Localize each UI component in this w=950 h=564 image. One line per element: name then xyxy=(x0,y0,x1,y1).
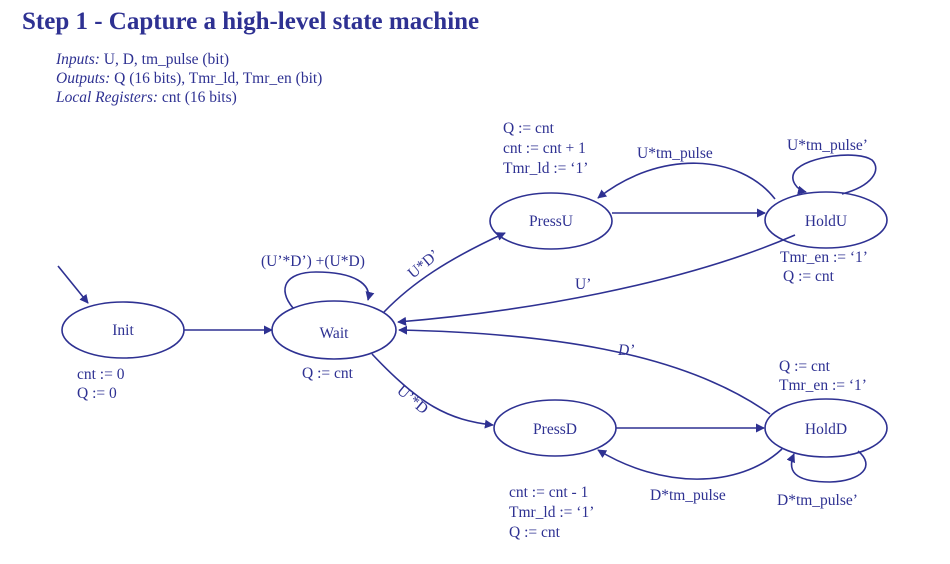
holdd-wait-condition: D’ xyxy=(617,342,634,359)
edge-holdd-self xyxy=(786,450,867,483)
locals-value: cnt (16 bits) xyxy=(161,89,237,106)
edge-holdd-pressd xyxy=(597,448,783,480)
state-wait-label: Wait xyxy=(320,325,350,342)
page-title: Step 1 - Capture a high-level state mach… xyxy=(22,8,480,35)
init-action-2: Q := 0 xyxy=(77,385,117,402)
wait-pressd-condition: U’*D xyxy=(393,382,431,418)
inputs-label: Inputs: xyxy=(56,51,100,68)
inputs-value: U, D, tm_pulse (bit) xyxy=(103,51,230,68)
pressu-action-3: Tmr_ld := ‘1’ xyxy=(503,160,588,177)
state-holdu-label: HoldU xyxy=(805,213,847,230)
state-pressu-label: PressU xyxy=(529,213,573,230)
holdu-action-1: Tmr_en := ‘1’ xyxy=(780,249,868,266)
holdu-pressu-condition: U*tm_pulse xyxy=(637,145,713,162)
io-declarations: Inputs: U, D, tm_pulse (bit) Outputs: Q … xyxy=(56,50,322,107)
holdd-self-condition: D*tm_pulse’ xyxy=(777,492,858,509)
pressu-action-2: cnt := cnt + 1 xyxy=(503,140,586,157)
state-init-label: Init xyxy=(112,322,134,339)
holdu-action-2: Q := cnt xyxy=(783,268,835,285)
edge-holdu-wait xyxy=(397,234,796,326)
holdu-wait-condition: U’ xyxy=(575,276,591,293)
edge-wait-self xyxy=(284,271,375,309)
state-pressd-label: PressD xyxy=(533,421,577,438)
wait-pressu-condition: U*D’ xyxy=(405,246,443,282)
outputs-value: Q (16 bits), Tmr_ld, Tmr_en (bit) xyxy=(114,70,323,87)
locals-line: Local Registers: cnt (16 bits) xyxy=(56,88,322,107)
edge-wait-pressu xyxy=(383,232,506,313)
state-pressu xyxy=(489,192,613,250)
wait-action-1: Q := cnt xyxy=(302,365,354,382)
edge-wait-pressd xyxy=(371,353,494,429)
state-holdd xyxy=(764,398,888,458)
pressu-action-1: Q := cnt xyxy=(503,120,555,137)
locals-label: Local Registers: xyxy=(56,89,159,106)
holdd-pressd-condition: D*tm_pulse xyxy=(650,487,726,504)
outputs-line: Outputs: Q (16 bits), Tmr_ld, Tmr_en (bi… xyxy=(56,69,322,88)
holdd-action-2: Tmr_en := ‘1’ xyxy=(779,377,867,394)
holdd-action-1: Q := cnt xyxy=(779,358,831,375)
wait-self-condition: (U’*D’) +(U*D) xyxy=(261,253,365,270)
pressd-action-3: Q := cnt xyxy=(509,524,561,541)
inputs-line: Inputs: U, D, tm_pulse (bit) xyxy=(56,50,322,69)
holdu-self-condition: U*tm_pulse’ xyxy=(787,137,868,154)
outputs-label: Outputs: xyxy=(56,70,111,87)
edge-holdu-pressu xyxy=(597,162,776,200)
init-action-1: cnt := 0 xyxy=(77,366,125,383)
pressd-action-2: Tmr_ld := ‘1’ xyxy=(509,504,594,521)
edge-holdd-wait xyxy=(398,325,771,415)
pressd-action-1: cnt := cnt - 1 xyxy=(509,484,588,501)
edge-holdu-self xyxy=(792,154,877,195)
state-holdd-label: HoldD xyxy=(805,421,847,438)
state-holdu xyxy=(764,191,888,249)
initial-arrow xyxy=(57,265,89,304)
